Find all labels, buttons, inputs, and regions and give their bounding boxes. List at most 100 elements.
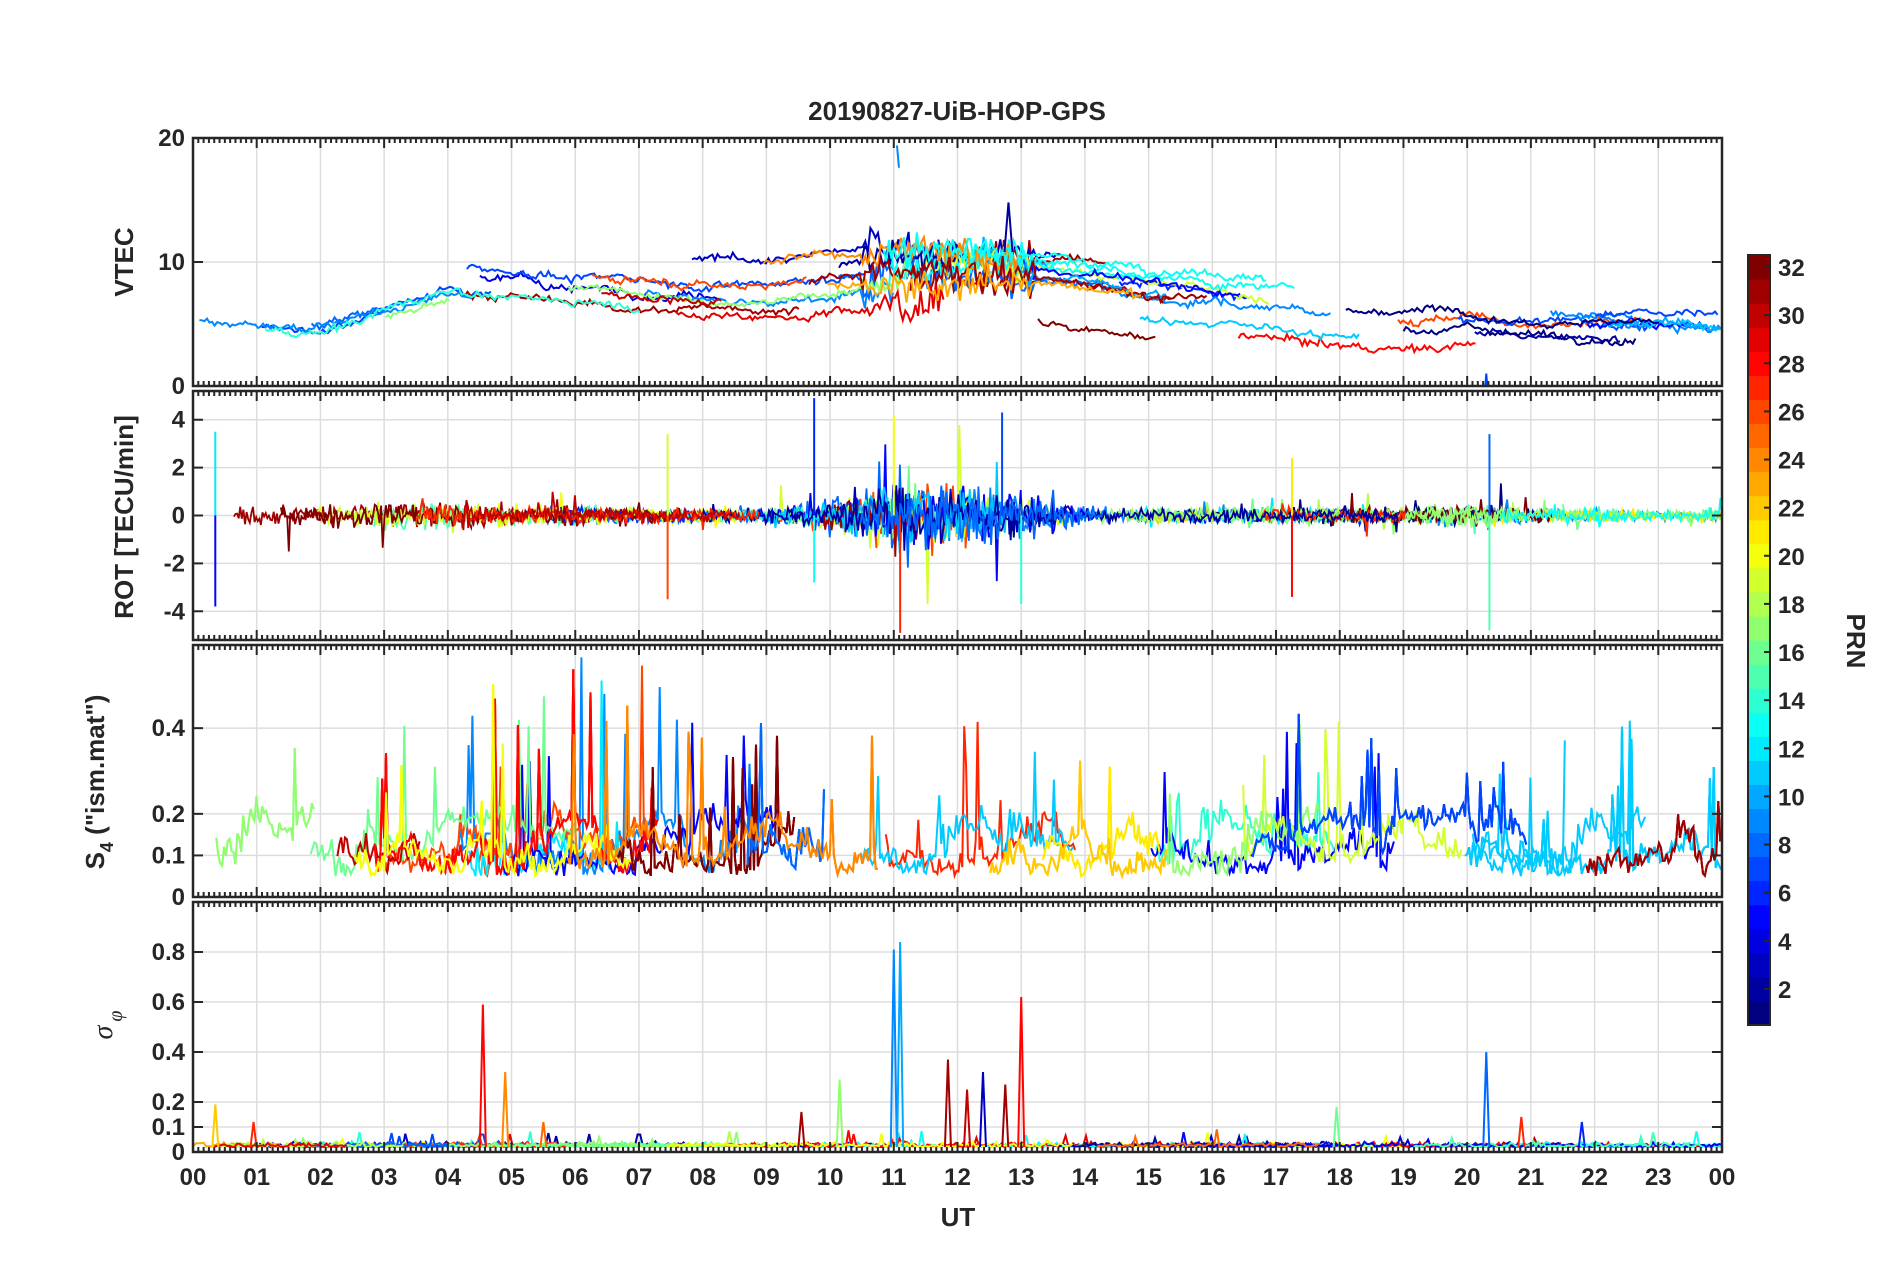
x-tick-label: 08 bbox=[689, 1164, 716, 1191]
sigma-spike-0 bbox=[211, 1104, 220, 1148]
sigma-spike-13 bbox=[1017, 996, 1026, 1148]
x-tick-label: 01 bbox=[243, 1164, 270, 1191]
sigma-ytick-label: 0.4 bbox=[152, 1039, 186, 1066]
x-axis-title: UT bbox=[941, 1202, 976, 1232]
x-tick-label: 21 bbox=[1518, 1164, 1545, 1191]
vtec-ylabel: VTEC bbox=[109, 227, 139, 297]
sigma-series-prn-29 bbox=[213, 1141, 348, 1149]
sigma-ylabel-main: σ bbox=[88, 1024, 119, 1039]
colorbar-swatch bbox=[1748, 591, 1770, 617]
panel-sigma-phi: 00.10.2 0.4 0.6 0.8 00 01 02 03 04 05 06 07 08 09 10 11… bbox=[152, 900, 1735, 1191]
x-tick-label: 06 bbox=[562, 1164, 589, 1191]
vtec-series-prn-32 bbox=[1037, 318, 1156, 341]
s4-ytick-label: 0.2 bbox=[152, 801, 185, 828]
x-tick-label: 09 bbox=[753, 1164, 780, 1191]
colorbar-swatch bbox=[1748, 976, 1770, 1002]
colorbar-swatch bbox=[1748, 736, 1770, 761]
x-tick-label: 10 bbox=[817, 1164, 844, 1191]
colorbar-swatch bbox=[1748, 351, 1770, 376]
colorbar-swatch bbox=[1748, 760, 1770, 785]
colorbar-swatch bbox=[1748, 640, 1770, 665]
sigma-series-prn-25 bbox=[1096, 1129, 1320, 1149]
s4-ylabel-sub: 4 bbox=[97, 842, 117, 852]
s4-series-prn-20 bbox=[353, 684, 634, 878]
vtec-series-prn-9 bbox=[644, 278, 894, 309]
vtec-series-prn-14 bbox=[265, 287, 641, 339]
sigma-spike-15 bbox=[1482, 1051, 1491, 1148]
colorbar-swatch bbox=[1748, 928, 1770, 954]
rot-frame-group: -4 -2 0 2 4 bbox=[164, 389, 1724, 642]
colorbar-swatch bbox=[1748, 856, 1770, 882]
sigma-spike-6 bbox=[835, 1079, 844, 1148]
rot-ytick-label: 4 bbox=[172, 407, 186, 434]
sigma-frame-group: 00.10.2 0.4 0.6 0.8 00 01 02 03 04 05 06 07 08 09 10 11… bbox=[152, 900, 1735, 1191]
x-tick-label: 05 bbox=[498, 1164, 525, 1191]
colorbar-tick-label: 4 bbox=[1778, 929, 1792, 956]
vtec-ytick-label: 20 bbox=[158, 125, 185, 152]
sigma-spike-1 bbox=[249, 1121, 258, 1148]
colorbar-swatch bbox=[1748, 808, 1770, 834]
colorbar-swatch bbox=[1748, 303, 1770, 328]
colorbar-tick-label: 24 bbox=[1778, 448, 1805, 475]
sigma-series-group bbox=[193, 941, 1722, 1150]
sigma-ylabel: σφ bbox=[88, 1011, 127, 1040]
vtec-series-prn-7 bbox=[1594, 308, 1719, 320]
sigma-spike-11 bbox=[978, 1071, 987, 1148]
s4-ytick-label: 0 bbox=[172, 884, 185, 911]
colorbar-swatch bbox=[1748, 880, 1770, 906]
sigma-series-prn-15 bbox=[1413, 1131, 1703, 1149]
sigma-frame bbox=[191, 900, 1724, 1154]
x-tick-label: 04 bbox=[434, 1164, 461, 1191]
s4-series-prn-11 bbox=[859, 751, 1074, 876]
s4-ytick-label: 0.4 bbox=[152, 715, 186, 742]
sigma-spike-3 bbox=[501, 1071, 510, 1148]
colorbar-swatch bbox=[1748, 904, 1770, 930]
s4-frame bbox=[191, 643, 1724, 899]
panel-s4: 0 0.1 0.2 0.4 bbox=[152, 643, 1724, 911]
vtec-series-prn-26 bbox=[1397, 310, 1651, 330]
rot-series-prn-30 bbox=[460, 491, 740, 531]
vtec-series-prn-1 bbox=[1402, 320, 1637, 347]
vtec-series-prn-17 bbox=[384, 297, 450, 320]
vtec-series-group bbox=[199, 145, 1722, 386]
x-tick-label: 02 bbox=[307, 1164, 334, 1191]
colorbar-tick-label: 2 bbox=[1778, 977, 1791, 1004]
vtec-series-prn-13 bbox=[882, 232, 1267, 283]
colorbar-tick-label: 22 bbox=[1778, 496, 1805, 523]
s4-series-prn-24 bbox=[567, 705, 878, 879]
sigma-spike-7 bbox=[889, 949, 898, 1148]
x-tick-label: 00 bbox=[180, 1164, 207, 1191]
x-tick-label: 20 bbox=[1454, 1164, 1481, 1191]
figure-title: 20190827-UiB-HOP-GPS bbox=[808, 96, 1106, 126]
vtec-ytick-label: 10 bbox=[158, 249, 185, 276]
sigma-spike-8 bbox=[896, 941, 905, 1148]
vtec-event-2 bbox=[1484, 373, 1489, 386]
sigma-series-prn-20 bbox=[667, 1133, 1073, 1149]
sigma-ytick-label: 0.8 bbox=[152, 939, 185, 966]
panel-vtec: 0 10 20 bbox=[158, 125, 1724, 400]
x-tick-label: 17 bbox=[1263, 1164, 1290, 1191]
rot-ytick-label: -4 bbox=[164, 598, 186, 625]
colorbar-swatch bbox=[1748, 688, 1770, 713]
sigma-ylabel-sub: φ bbox=[105, 1011, 127, 1022]
s4-frame-group: 0 0.1 0.2 0.4 bbox=[152, 643, 1724, 911]
x-tick-label: 12 bbox=[944, 1164, 971, 1191]
vtec-series-prn-29 bbox=[675, 281, 945, 325]
colorbar-tick-label: 28 bbox=[1778, 351, 1805, 378]
vtec-series-prn-1 bbox=[1345, 303, 1660, 330]
x-tick-label: 23 bbox=[1645, 1164, 1672, 1191]
s4-ytick-label: 0.1 bbox=[152, 842, 185, 869]
rot-series-group bbox=[214, 398, 1722, 633]
s4-series-prn-30 bbox=[336, 833, 421, 876]
vtec-series-prn-5 bbox=[1022, 258, 1241, 299]
vtec-series-prn-23 bbox=[827, 263, 1142, 303]
sigma-spike-10 bbox=[963, 1089, 972, 1148]
colorbar-frame bbox=[1747, 254, 1771, 1026]
vtec-series-prn-9 bbox=[199, 290, 473, 334]
sigma-ytick-label: 0.6 bbox=[152, 989, 185, 1016]
x-tick-label: 11 bbox=[881, 1164, 906, 1191]
colorbar-swatch bbox=[1748, 495, 1770, 521]
vtec-frame-group: 0 10 20 bbox=[158, 125, 1724, 400]
rot-series-prn-13 bbox=[1498, 497, 1722, 528]
